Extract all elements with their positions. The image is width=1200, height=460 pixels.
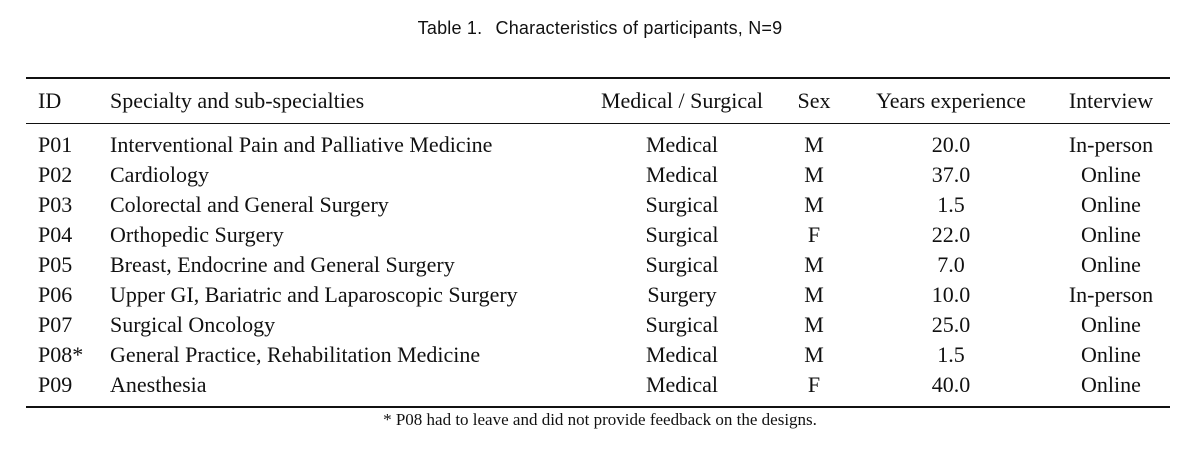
cell-medical-surgical: Medical	[645, 162, 719, 187]
cell-specialty: General Practice, Rehabilitation Medicin…	[110, 342, 481, 367]
cell-specialty: Interventional Pain and Palliative Medic…	[110, 132, 493, 157]
cell-sex: M	[804, 342, 824, 367]
cell-interview: In-person	[1068, 282, 1154, 307]
table-footnote: * P08 had to leave and did not provide f…	[383, 410, 817, 429]
table-caption-text: Characteristics of participants, N=9	[495, 18, 783, 38]
cell-years-experience: 22.0	[931, 222, 971, 247]
cell-specialty: Surgical Oncology	[110, 312, 276, 337]
cell-id: P06	[38, 282, 73, 307]
cell-id: P02	[38, 162, 73, 187]
table-body: P01 Interventional Pain and Palliative M…	[26, 124, 1170, 407]
cell-sex: M	[804, 132, 824, 157]
table-header: ID Specialty and sub-specialties Medical…	[26, 78, 1170, 124]
header-row: ID Specialty and sub-specialties Medical…	[26, 78, 1170, 124]
cell-sex: M	[804, 282, 824, 307]
table-row: P07 Surgical Oncology Surgical M 25.0 On…	[26, 310, 1170, 340]
cell-id: P09	[38, 372, 73, 397]
cell-id: P01	[38, 132, 73, 157]
cell-specialty: Orthopedic Surgery	[110, 222, 284, 247]
cell-interview: Online	[1081, 252, 1141, 277]
participants-table-container: ID Specialty and sub-specialties Medical…	[26, 77, 1170, 408]
cell-medical-surgical: Medical	[645, 132, 719, 157]
cell-interview: Online	[1081, 192, 1141, 217]
cell-id: P04	[38, 222, 73, 247]
cell-id: P05	[38, 252, 73, 277]
header-medical-surgical: Medical / Surgical	[600, 88, 764, 113]
table-caption-label: Table 1.	[417, 18, 483, 38]
cell-interview: Online	[1081, 372, 1141, 397]
cell-years-experience: 10.0	[931, 282, 971, 307]
table-row: P09 Anesthesia Medical F 40.0 Online	[26, 370, 1170, 407]
cell-years-experience: 7.0	[937, 252, 965, 277]
cell-years-experience: 37.0	[931, 162, 971, 187]
cell-id: P07	[38, 312, 73, 337]
cell-specialty: Breast, Endocrine and General Surgery	[110, 252, 455, 277]
cell-interview: Online	[1081, 342, 1141, 367]
header-id: ID	[38, 88, 62, 113]
cell-interview: Online	[1081, 162, 1141, 187]
cell-sex: M	[804, 192, 824, 217]
cell-id: P08*	[38, 342, 84, 367]
cell-medical-surgical: Surgical	[645, 192, 719, 217]
header-interview: Interview	[1068, 88, 1154, 113]
cell-medical-surgical: Surgical	[645, 222, 719, 247]
cell-specialty: Colorectal and General Surgery	[110, 192, 389, 217]
header-sex: Sex	[797, 88, 831, 113]
table-row: P08* General Practice, Rehabilitation Me…	[26, 340, 1170, 370]
cell-sex: M	[804, 312, 824, 337]
table-row: P06 Upper GI, Bariatric and Laparoscopic…	[26, 280, 1170, 310]
cell-specialty: Cardiology	[110, 162, 209, 187]
cell-years-experience: 1.5	[937, 342, 965, 367]
cell-interview: Online	[1081, 312, 1141, 337]
cell-sex: M	[804, 162, 824, 187]
participants-table: ID Specialty and sub-specialties Medical…	[26, 77, 1170, 408]
table-row: P04 Orthopedic Surgery Surgical F 22.0 O…	[26, 220, 1170, 250]
cell-years-experience: 40.0	[931, 372, 971, 397]
cell-id: P03	[38, 192, 73, 217]
cell-interview: Online	[1081, 222, 1141, 247]
header-years-experience: Years experience	[876, 88, 1026, 113]
cell-years-experience: 20.0	[931, 132, 971, 157]
cell-medical-surgical: Surgical	[645, 312, 719, 337]
cell-medical-surgical: Medical	[645, 342, 719, 367]
cell-interview: In-person	[1068, 132, 1154, 157]
cell-medical-surgical: Surgical	[645, 252, 719, 277]
cell-sex: F	[807, 372, 821, 397]
cell-years-experience: 25.0	[931, 312, 971, 337]
header-specialty: Specialty and sub-specialties	[110, 88, 365, 113]
cell-specialty: Upper GI, Bariatric and Laparoscopic Sur…	[110, 282, 518, 307]
table-row: P01 Interventional Pain and Palliative M…	[26, 124, 1170, 161]
table-row: P05 Breast, Endocrine and General Surger…	[26, 250, 1170, 280]
cell-years-experience: 1.5	[937, 192, 965, 217]
cell-sex: F	[807, 222, 821, 247]
cell-specialty: Anesthesia	[110, 372, 207, 397]
cell-medical-surgical: Medical	[645, 372, 719, 397]
cell-sex: M	[804, 252, 824, 277]
table-caption: Table 1. Characteristics of participants…	[0, 18, 1200, 39]
table-row: P02 Cardiology Medical M 37.0 Online	[26, 160, 1170, 190]
table-row: P03 Colorectal and General Surgery Surgi…	[26, 190, 1170, 220]
cell-medical-surgical: Surgery	[647, 282, 717, 307]
